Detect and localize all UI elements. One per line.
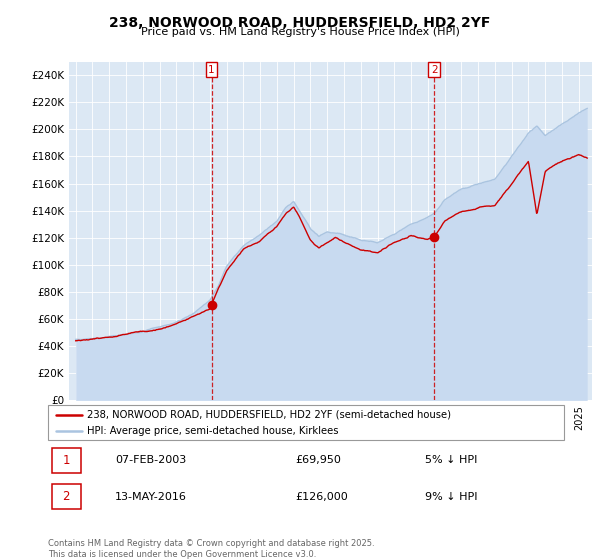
Text: HPI: Average price, semi-detached house, Kirklees: HPI: Average price, semi-detached house,…: [86, 426, 338, 436]
Text: Price paid vs. HM Land Registry's House Price Index (HPI): Price paid vs. HM Land Registry's House …: [140, 27, 460, 37]
Text: 1: 1: [62, 454, 70, 467]
Text: 1: 1: [208, 65, 215, 74]
FancyBboxPatch shape: [52, 484, 80, 510]
Text: 2: 2: [62, 490, 70, 503]
Text: 13-MAY-2016: 13-MAY-2016: [115, 492, 187, 502]
FancyBboxPatch shape: [48, 405, 564, 440]
Text: 238, NORWOOD ROAD, HUDDERSFIELD, HD2 2YF: 238, NORWOOD ROAD, HUDDERSFIELD, HD2 2YF: [109, 16, 491, 30]
Text: 9% ↓ HPI: 9% ↓ HPI: [425, 492, 477, 502]
Text: 238, NORWOOD ROAD, HUDDERSFIELD, HD2 2YF (semi-detached house): 238, NORWOOD ROAD, HUDDERSFIELD, HD2 2YF…: [86, 409, 451, 419]
Text: £69,950: £69,950: [296, 455, 341, 465]
Text: 2: 2: [431, 65, 437, 74]
FancyBboxPatch shape: [52, 448, 80, 473]
Text: 07-FEB-2003: 07-FEB-2003: [115, 455, 187, 465]
Text: 5% ↓ HPI: 5% ↓ HPI: [425, 455, 477, 465]
Text: Contains HM Land Registry data © Crown copyright and database right 2025.
This d: Contains HM Land Registry data © Crown c…: [48, 539, 374, 559]
Text: £126,000: £126,000: [296, 492, 349, 502]
